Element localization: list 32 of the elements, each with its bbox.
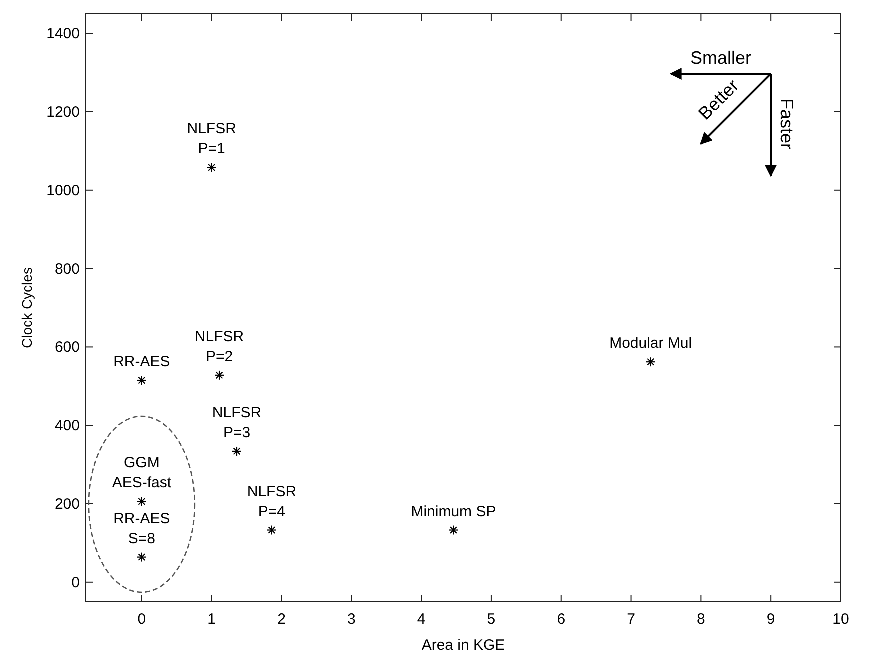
annotation: NLFSR P=4: [247, 483, 297, 520]
annotation: RR-AES: [114, 354, 170, 371]
annotation: Faster: [777, 98, 797, 150]
annotation: Modular Mul: [610, 335, 692, 352]
x-tick-label: 1: [208, 611, 216, 628]
x-tick-label: 7: [627, 611, 636, 628]
annotation: Minimum SP: [411, 503, 496, 520]
annotation: GGM AES-fast: [112, 454, 172, 492]
x-tick-label: 8: [697, 611, 706, 628]
y-tick-label: 800: [54, 260, 80, 278]
x-axis-title: Area in KGE: [422, 637, 506, 654]
x-tick-label: 9: [766, 611, 776, 628]
x-tick-label: 4: [417, 611, 426, 628]
x-tick-label: 5: [487, 611, 496, 628]
y-tick-label: 400: [54, 418, 80, 435]
y-tick-label: 1400: [46, 26, 80, 43]
x-tick-label: 10: [832, 611, 850, 628]
annotation: RR-AES S=8: [114, 510, 170, 548]
annotation: NLFSR P=2: [194, 328, 244, 366]
y-tick-label: 0: [72, 574, 80, 592]
annotation: Smaller: [690, 48, 752, 68]
y-tick-label: 1200: [46, 104, 80, 121]
y-axis-title: Clock Cycles: [19, 268, 35, 348]
y-tick-label: 1000: [46, 182, 80, 200]
annotation: NLFSR P=1: [187, 120, 237, 158]
annotation: NLFSR P=3: [212, 404, 262, 442]
x-tick-label: 6: [557, 611, 566, 628]
x-tick-label: 3: [347, 611, 356, 628]
x-tick-label: 0: [138, 611, 146, 628]
x-tick-label: 2: [278, 611, 286, 628]
y-tick-label: 200: [54, 496, 80, 513]
y-tick-label: 600: [54, 339, 80, 356]
